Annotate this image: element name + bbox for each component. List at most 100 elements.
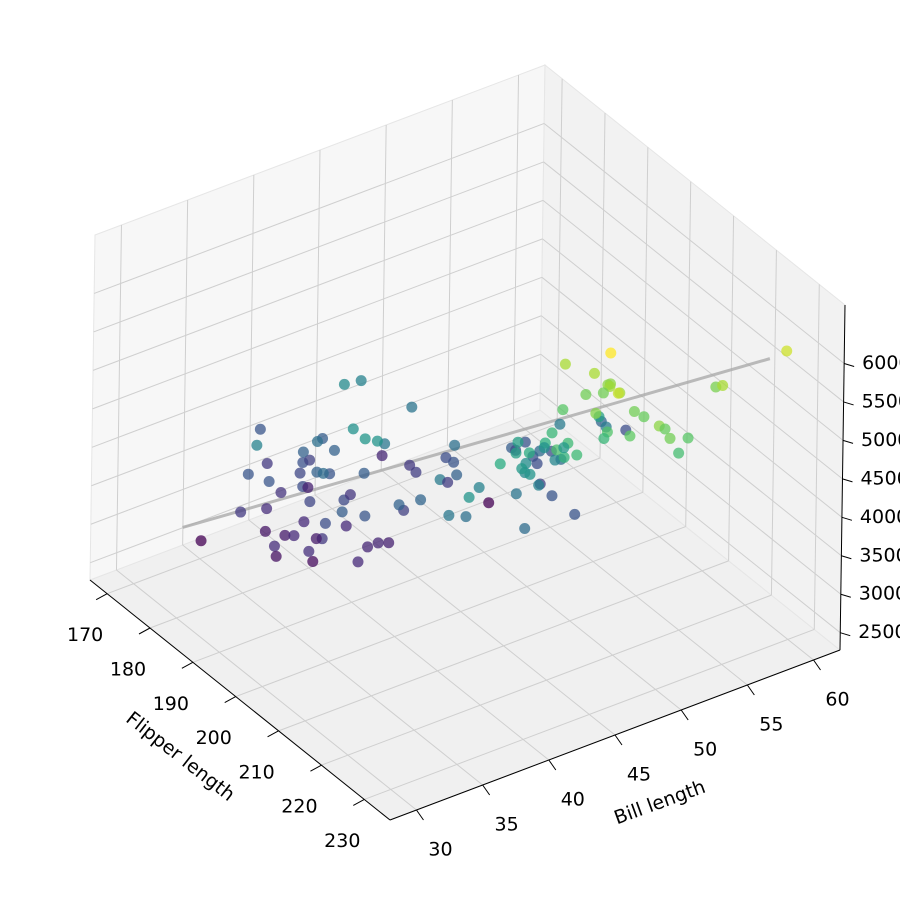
x-axis-label: Flipper length <box>122 707 239 805</box>
grid-line <box>90 392 541 564</box>
x-tick-label: 190 <box>153 693 189 715</box>
point <box>519 523 531 535</box>
grid-line <box>92 238 543 410</box>
z-tick <box>842 478 853 483</box>
point <box>531 458 543 470</box>
point <box>275 486 287 498</box>
point <box>376 450 388 462</box>
grid-line <box>380 469 682 711</box>
y-tick-label: 50 <box>693 739 717 761</box>
grid-line <box>599 112 606 459</box>
point <box>302 481 314 493</box>
point <box>558 442 570 454</box>
point <box>449 439 461 451</box>
point <box>259 525 271 537</box>
point <box>263 475 275 487</box>
point <box>598 432 610 444</box>
point <box>279 529 291 541</box>
point <box>340 520 352 532</box>
x-axis <box>89 579 391 821</box>
point <box>538 442 550 454</box>
z-tick-label: 3500 <box>859 544 900 566</box>
point <box>268 540 280 552</box>
point <box>303 545 315 557</box>
point <box>442 476 454 488</box>
grid-line <box>728 215 735 561</box>
point <box>524 468 536 480</box>
z-tick-label: 2500 <box>858 621 900 643</box>
point <box>717 380 729 391</box>
z-tick-label: 4000 <box>860 506 900 528</box>
z-tick <box>840 632 851 637</box>
z-tick-label: 5000 <box>861 429 900 451</box>
point <box>588 367 600 379</box>
grid-line <box>248 174 255 521</box>
point <box>605 347 617 359</box>
z-tick <box>844 362 855 367</box>
point <box>288 530 300 542</box>
point <box>451 469 463 481</box>
y-tick-label: 55 <box>759 714 783 736</box>
point <box>347 423 359 435</box>
point <box>297 446 309 458</box>
z-tick <box>842 439 854 444</box>
x-tick <box>267 730 279 738</box>
grid-line <box>642 147 649 493</box>
z-tick-label: 5500 <box>862 390 900 412</box>
point <box>372 537 384 549</box>
point <box>251 439 263 451</box>
point <box>580 389 592 401</box>
z-tick <box>843 401 854 406</box>
point <box>328 444 340 456</box>
point <box>512 436 524 448</box>
point <box>410 466 422 478</box>
point <box>516 463 528 475</box>
x-tick <box>310 764 322 772</box>
grid-line <box>447 444 748 686</box>
point <box>523 447 535 459</box>
point <box>510 488 522 500</box>
x-tick <box>353 798 365 806</box>
z-tick <box>841 516 853 521</box>
x-tick <box>224 696 236 704</box>
point <box>344 489 356 501</box>
point <box>294 467 306 479</box>
point <box>338 378 350 390</box>
grid-line <box>115 224 122 571</box>
x-tick-label: 220 <box>281 796 317 818</box>
point <box>298 516 310 528</box>
point <box>659 423 671 435</box>
point <box>261 458 273 470</box>
y-tick <box>548 759 557 771</box>
y-tick-label: 45 <box>627 764 651 786</box>
point <box>242 468 254 480</box>
point <box>628 406 640 418</box>
grid-line <box>91 315 542 487</box>
fit-line <box>182 357 771 529</box>
z-axis <box>839 304 846 651</box>
point <box>362 541 374 553</box>
grid-line <box>543 123 845 364</box>
point <box>483 497 495 509</box>
grid-line <box>182 544 483 786</box>
point <box>624 430 636 442</box>
point <box>359 433 371 445</box>
z-tick-label: 4500 <box>860 467 900 489</box>
grid-line <box>314 494 616 736</box>
z-tick-label: 3000 <box>859 583 900 605</box>
point <box>440 452 452 464</box>
point <box>404 459 416 471</box>
y-tick-label: 40 <box>561 789 585 811</box>
point <box>406 401 418 413</box>
point <box>371 435 383 447</box>
grid-line <box>556 78 563 424</box>
point <box>352 556 364 568</box>
x-tick-label: 200 <box>196 727 232 749</box>
y-tick-label: 30 <box>428 839 452 861</box>
grid-line <box>542 199 844 441</box>
point <box>358 467 370 479</box>
point <box>317 467 329 479</box>
point <box>307 556 319 568</box>
point <box>510 447 522 459</box>
